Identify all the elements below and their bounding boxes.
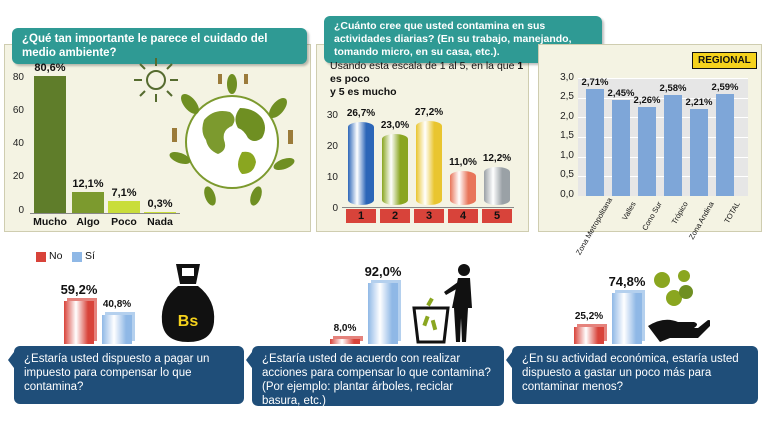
gridline	[578, 156, 748, 158]
y-tick: 0,5	[560, 169, 574, 180]
bar	[382, 133, 408, 205]
value-label: 26,7%	[346, 108, 376, 120]
y-tick: 20	[326, 141, 338, 152]
bar	[664, 94, 682, 196]
gridline	[578, 117, 748, 119]
y-tick: 60	[12, 105, 24, 116]
bar	[72, 192, 104, 213]
bar	[612, 293, 642, 344]
actions-question: ¿Estaría usted de acuerdo con realizar a…	[246, 346, 504, 407]
value-label: 2,71%	[581, 77, 609, 89]
value-label: 2,21%	[685, 97, 713, 109]
bar	[450, 170, 476, 205]
scale-note-a: Usando esta escala de 1 al 5, en la que	[330, 60, 518, 72]
regional-badge: REGIONAL	[692, 52, 757, 69]
y-tick: 2,5	[560, 91, 574, 102]
cat-label: Algo	[76, 216, 100, 228]
value-label: 25,2%	[574, 310, 604, 322]
legend-si-label: Sí	[85, 250, 95, 262]
gridline	[578, 137, 748, 138]
y-tick: 0	[332, 203, 338, 214]
cat-label: Mucho	[33, 216, 67, 228]
value-label: 2,58%	[659, 82, 687, 94]
value-label: 74,8%	[608, 274, 646, 290]
bs-label: Bs	[178, 313, 199, 330]
gridline	[578, 78, 748, 79]
bar	[690, 109, 708, 196]
cat-label: Nada	[147, 216, 173, 228]
cat-label: Poco	[111, 216, 137, 228]
y-tick: 3,0	[560, 72, 574, 83]
scale-note: Usando esta escala de 1 al 5, en la que …	[330, 60, 525, 99]
bar	[108, 200, 140, 213]
bar	[716, 94, 734, 196]
y-tick: 2,0	[560, 111, 574, 122]
y-tick: 0,0	[560, 189, 574, 200]
y-tick: 1,5	[560, 130, 574, 141]
value-label: 27,2%	[414, 106, 444, 118]
bar	[330, 338, 360, 344]
value-label: 92,0%	[364, 264, 402, 280]
y-tick: 10	[326, 172, 338, 183]
value-label: 59,2%	[60, 282, 98, 298]
bar	[144, 212, 176, 213]
value-label: 40,8%	[102, 298, 132, 310]
y-tick: 80	[12, 72, 24, 83]
scale-y-axis: 30 20 10 0	[318, 110, 342, 220]
bar	[102, 314, 132, 344]
recycling-person-icon	[412, 264, 472, 344]
cat-label: 1	[346, 209, 376, 223]
tax-question: ¿Estaría usted dispuesto a pagar un impu…	[8, 346, 244, 404]
bar	[64, 301, 94, 344]
value-label: 7,1%	[111, 186, 137, 199]
legend-si-swatch	[72, 252, 82, 262]
value-label: 2,59%	[711, 82, 739, 94]
y-tick: 40	[12, 138, 24, 149]
legend-no-swatch	[36, 252, 46, 262]
value-label: 2,26%	[633, 95, 661, 107]
value-label: 12,2%	[482, 153, 512, 165]
value-label: 11,0%	[449, 156, 477, 168]
scale-axis-line	[342, 207, 514, 208]
scale-note-c: y 5 es mucho	[330, 86, 397, 98]
bar	[368, 283, 398, 344]
bar	[416, 120, 442, 205]
y-tick: 20	[12, 171, 24, 182]
bar	[348, 122, 374, 205]
value-label: 0,3%	[147, 198, 173, 210]
sun-icon	[134, 58, 178, 102]
value-label: 80,6%	[34, 61, 66, 74]
spend-question: ¿En su actividad económica, estaría uste…	[506, 346, 758, 404]
hand-money-icon	[648, 270, 710, 342]
gridline	[578, 97, 748, 99]
value-label: 8,0%	[333, 322, 357, 334]
bar	[612, 99, 630, 196]
y-tick: 0	[18, 205, 24, 216]
bar	[638, 107, 656, 196]
cat-label: 4	[448, 209, 478, 223]
cat-label: 5	[482, 209, 512, 223]
cat-label: 3	[414, 209, 444, 223]
legend-no-label: No	[49, 250, 63, 262]
globe-icon	[169, 74, 295, 206]
importance-y-axis: 80 60 40 20 0	[4, 60, 34, 220]
value-label: 23,0%	[380, 119, 410, 131]
scale-note-b: 1 es poco	[330, 60, 524, 85]
y-tick: 1,0	[560, 150, 574, 161]
value-label: 12,1%	[72, 178, 104, 191]
bar	[574, 326, 604, 344]
regional-y-axis: 3,0 2,5 2,0 1,5 1,0 0,5 0,0	[550, 72, 576, 202]
y-tick: 30	[326, 110, 338, 121]
gridline	[578, 176, 748, 178]
legend: No Sí	[36, 250, 106, 264]
bar	[484, 167, 510, 205]
value-label: 2,45%	[607, 87, 635, 99]
money-bag-icon: Bs	[161, 264, 215, 342]
bar	[586, 89, 604, 196]
importance-question: ¿Qué tan importante le parece el cuidado…	[12, 28, 307, 64]
importance-axis-line	[30, 213, 180, 214]
cat-label: 2	[380, 209, 410, 223]
bar	[34, 75, 66, 213]
